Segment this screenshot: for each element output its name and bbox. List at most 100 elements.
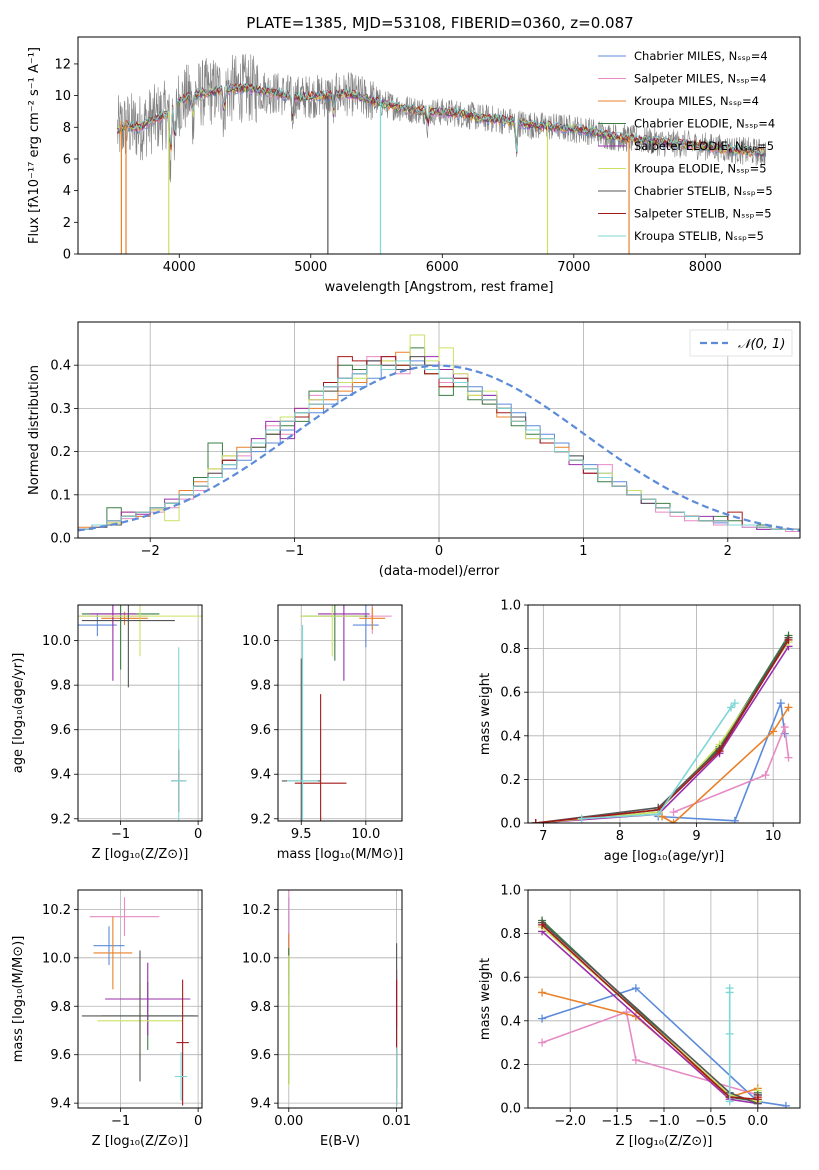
y-tick-label: 9.4	[250, 768, 271, 783]
y-tick-label: 9.8	[250, 1000, 271, 1015]
y-tick-label: 9.2	[50, 812, 71, 827]
y-tick-label: 9.6	[50, 1048, 71, 1063]
chart-layer: 4000 5000 6000 7000 8000024681012wavelength …	[11, 36, 801, 1149]
x-tick-label: 5000	[294, 260, 327, 275]
legend-entry: Salpeter MILES, Nₛₛₚ=4	[634, 72, 767, 86]
y-tick-label: 0.2	[50, 445, 71, 460]
y-tick-label: 9.6	[250, 1048, 271, 1063]
y-tick-label: 0.3	[50, 402, 71, 417]
legend: Chabrier MILES, Nₛₛₚ=4 Salpeter MILES, Nₛ…	[598, 49, 775, 243]
x-tick-label: 7000	[557, 260, 590, 275]
x-axis-label: wavelength [Angstrom, rest frame]	[325, 280, 554, 295]
plot-mass-weight-vs-age: 7 8 9 10 0.0 0.2 0.4 0.6 0.8 1.0 age [log₁₀(age/yr…	[478, 599, 801, 864]
figure-title: PLATE=1385, MJD=53108, FIBERID=0360, z=0…	[246, 14, 633, 32]
data-point-marker	[784, 635, 793, 644]
y-tick-label: 9.4	[50, 768, 71, 783]
legend-entry: Kroupa STELIB, Nₛₛₚ=5	[634, 229, 764, 243]
mass-weight-series-line	[541, 987, 787, 1107]
x-axis-label: Z [log₁₀(Z/Z⊙)]	[616, 1134, 713, 1149]
axes-frame	[77, 604, 203, 822]
axes-frame	[527, 604, 801, 824]
axes-frame	[277, 889, 403, 1109]
histogram-step-line	[78, 360, 800, 530]
x-axis-label: mass [log₁₀(M/M⊙)]	[277, 847, 404, 862]
x-tick-label: −2	[141, 544, 160, 559]
x-tick-label: 8	[616, 829, 624, 844]
data-point-marker	[784, 753, 793, 762]
y-tick-label: 0.6	[500, 971, 521, 986]
data-point-marker	[780, 723, 789, 732]
plot-area	[288, 890, 398, 1106]
axes-frame	[77, 321, 801, 539]
x-tick-label: −1.5	[601, 1114, 633, 1129]
model-spectrum-line	[117, 82, 765, 155]
x-axis-label: Z [log₁₀(Z/Z⊙)]	[92, 1134, 189, 1149]
x-tick-label: 0	[194, 827, 202, 842]
y-axis-label: mass weight	[478, 673, 493, 755]
legend-entry: Salpeter STELIB, Nₛₛₚ=5	[634, 207, 772, 221]
y-tick-label: 0.6	[500, 686, 521, 701]
y-tick-label: 12	[54, 57, 71, 72]
mass-weight-series-line	[673, 726, 790, 813]
x-tick-label: 9.5	[291, 827, 312, 842]
y-tick-label: 0.8	[500, 927, 521, 942]
plot-area	[81, 897, 199, 1106]
y-tick-label: 10.2	[242, 903, 271, 918]
normal-curve	[78, 364, 800, 532]
x-tick-label: −1	[111, 827, 130, 842]
y-tick-label: 9.6	[250, 723, 271, 738]
x-tick-label: −2.0	[554, 1114, 586, 1129]
y-tick-label: 10.0	[42, 634, 71, 649]
legend: 𝒩(0, 1)	[689, 329, 793, 357]
y-tick-label: 0.2	[500, 1058, 521, 1073]
x-axis-label: (data-model)/error	[379, 564, 500, 579]
legend-entry: 𝒩(0, 1)	[738, 337, 785, 352]
data-point-marker	[538, 1038, 547, 1047]
legend-entry: Salpeter ELODIE, Nₛₛₚ=5	[634, 139, 774, 153]
y-tick-label: 0.4	[50, 359, 71, 374]
x-tick-label: 6000	[426, 260, 459, 275]
axes-frame	[77, 36, 801, 255]
data-point-marker	[631, 1056, 640, 1065]
y-axis-label: mass [log₁₀(M/M⊙)]	[11, 936, 26, 1063]
x-axis-label: Z [log₁₀(Z/Z⊙)]	[92, 847, 189, 862]
y-tick-label: 1.0	[500, 599, 521, 614]
axes-frame	[527, 889, 801, 1109]
data-point-marker	[531, 819, 540, 823]
y-tick-label: 10.0	[242, 634, 271, 649]
plot-mass-vs-metallicity: −1 0 9.4 9.6 9.8 10.0 10.2 Z [log₁₀(Z/Z⊙)] mass …	[11, 889, 203, 1149]
y-tick-label: 0.4	[500, 1014, 521, 1029]
y-axis-label: Flux [fλ10⁻¹⁷ erg cm⁻² s⁻¹ A⁻¹]	[27, 47, 42, 244]
x-tick-label: 10.0	[351, 827, 380, 842]
mass-weight-series-line	[661, 707, 790, 823]
x-tick-label: 0.0	[747, 1114, 768, 1129]
y-tick-label: 0.1	[50, 488, 71, 503]
data-point-marker	[654, 810, 663, 819]
data-point-marker	[669, 819, 678, 823]
y-tick-label: 1.0	[500, 884, 521, 899]
x-tick-label: 9	[692, 829, 700, 844]
x-tick-label: 4000	[163, 260, 196, 275]
plot-area	[78, 334, 800, 532]
plot-area	[78, 605, 202, 821]
legend-entry: Kroupa ELODIE, Nₛₛₚ=5	[634, 162, 767, 176]
data-point-marker	[769, 727, 778, 736]
plot-mass-weight-vs-metallicity: −2.0 −1.5 −1.0 −0.5 0.0 0.0 0.2 0.4 0.6 0.8 1.0 Z […	[478, 884, 801, 1149]
y-tick-label: 9.4	[250, 1097, 271, 1112]
y-tick-label: 9.8	[50, 1000, 71, 1015]
y-axis-label: age [log₁₀(age/yr)]	[11, 653, 26, 774]
data-point-marker	[538, 920, 547, 929]
y-tick-label: 0.0	[500, 817, 521, 832]
data-point-marker	[631, 984, 640, 993]
plot-spectrum: 4000 5000 6000 7000 8000 0 2 4 6 8 10 12 wavelength …	[27, 36, 801, 295]
y-tick-label: 0.0	[500, 1102, 521, 1117]
x-tick-label: −1	[111, 1114, 130, 1129]
x-axis-label: E(B-V)	[320, 1134, 360, 1149]
data-point-marker	[725, 1097, 734, 1106]
legend-entry: Chabrier MILES, Nₛₛₚ=4	[634, 49, 768, 63]
data-point-marker	[761, 771, 770, 780]
data-point-marker	[669, 808, 678, 817]
y-tick-label: 0.8	[500, 642, 521, 657]
